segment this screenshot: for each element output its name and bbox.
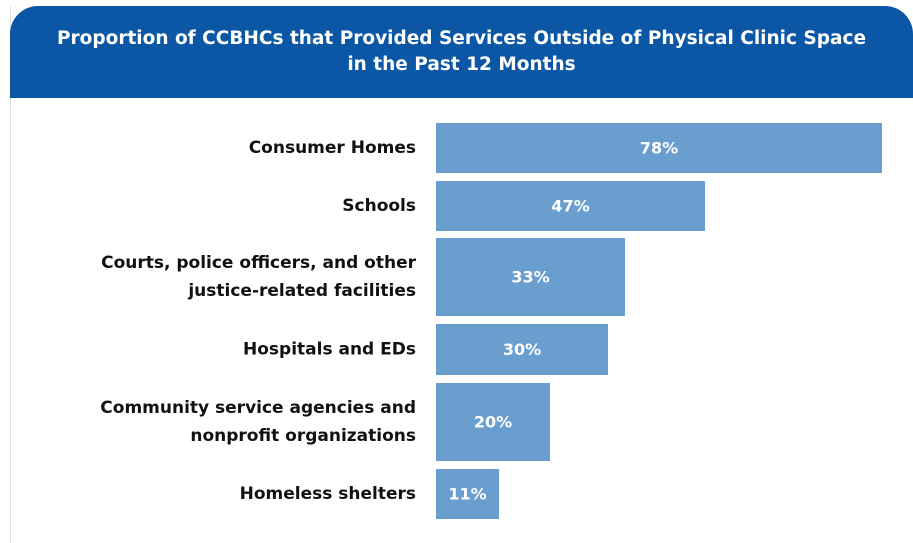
category-label-hospitals-and-eds: Hospitals and EDs bbox=[243, 340, 416, 360]
category-label-line: Courts, police officers, and other bbox=[101, 253, 417, 273]
bar-courts-police-officers-and-other-justice-related-facilities bbox=[436, 238, 625, 316]
category-label-line: nonprofit organizations bbox=[190, 426, 416, 446]
category-label-line: Schools bbox=[342, 196, 416, 216]
category-label-line: Community service agencies and bbox=[100, 398, 416, 418]
value-label-schools: 47% bbox=[551, 197, 589, 216]
category-label-consumer-homes: Consumer Homes bbox=[249, 138, 416, 158]
value-label-homeless-shelters: 11% bbox=[448, 485, 486, 504]
value-label-courts-police-officers-and-other-justice-related-facilities: 33% bbox=[511, 268, 549, 287]
category-label-schools: Schools bbox=[342, 196, 416, 216]
bar-consumer-homes bbox=[436, 123, 882, 173]
category-label-line: Hospitals and EDs bbox=[243, 340, 416, 360]
category-label-line: justice-related facilities bbox=[187, 281, 416, 301]
value-label-community-service-agencies-and-nonprofit-organizations: 20% bbox=[474, 413, 512, 432]
category-label-courts-police-officers-and-other-justice-related-facilities: Courts, police officers, and other justic… bbox=[101, 253, 417, 301]
bar-hospitals-and-eds bbox=[436, 324, 608, 375]
value-label-hospitals-and-eds: 30% bbox=[503, 340, 541, 359]
bar-schools bbox=[436, 181, 705, 231]
chart-title: Proportion of CCBHCs that Provided Servi… bbox=[57, 28, 866, 75]
bar-homeless-shelters bbox=[436, 469, 499, 519]
category-label-line: Homeless shelters bbox=[240, 484, 416, 504]
value-label-consumer-homes: 78% bbox=[640, 139, 678, 158]
category-label-community-service-agencies-and-nonprofit-organizations: Community service agencies and nonprofit … bbox=[100, 398, 416, 446]
category-label-line: Consumer Homes bbox=[249, 138, 416, 158]
bar-community-service-agencies-and-nonprofit-organizations bbox=[436, 383, 550, 461]
category-label-homeless-shelters: Homeless shelters bbox=[240, 484, 416, 504]
chart-header: Proportion of CCBHCs that Provided Servi… bbox=[10, 6, 913, 98]
